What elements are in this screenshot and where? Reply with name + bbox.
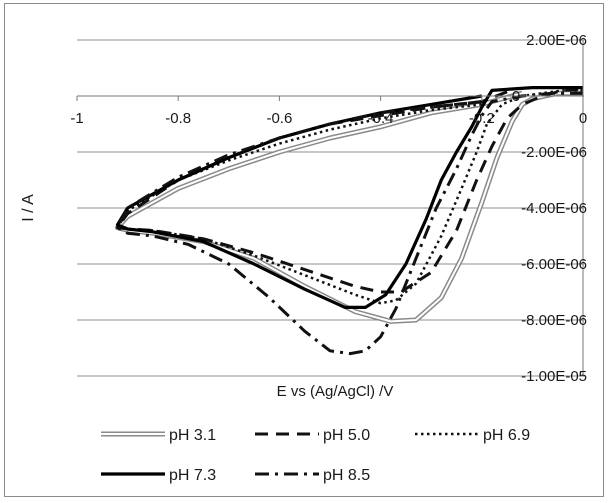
x-tick-label: 0 [579,110,587,127]
legend-item: pH 8.5 [255,467,370,484]
y-tick-label: -4.00E-06 [521,200,587,217]
legend-label: pH 6.9 [483,427,530,444]
y-tick-label: 2.00E-06 [526,32,587,49]
legend: pH 3.1 pH 5.0 pH 6.9 pH 7.3 pH 8.5 [101,427,530,484]
legend-item: pH 7.3 [101,467,216,484]
series-line [116,89,583,305]
series-line-inner [116,92,583,323]
chart-svg: 2.00E-06 0 -2.00E-06 -4.00E-06 -6.00E-06 -8.0… [20,32,587,484]
tick-labels: 2.00E-06 0 -2.00E-06 -4.00E-06 -6.00E-06 -8.0… [70,32,587,385]
gridlines [77,39,583,377]
y-tick-label: -8.00E-06 [521,312,587,329]
series-line [115,90,583,324]
legend-label: pH 8.5 [323,467,370,484]
y-tick-label: 0 [512,88,520,105]
legend-label: pH 3.1 [169,427,216,444]
x-tick-label: -0.4 [368,110,394,127]
x-tick-label: -0.6 [266,110,292,127]
legend-label: pH 5.0 [323,427,370,444]
legend-item: pH 3.1 [101,427,216,444]
axes [76,39,584,377]
x-tick-label: -1 [70,110,83,127]
x-axis-label: E vs (Ag/AgCl) /V [277,383,394,400]
series-line [116,91,583,356]
legend-item: pH 6.9 [415,427,530,444]
legend-item: pH 5.0 [255,427,370,444]
y-axis-label: I / A [20,194,37,222]
x-tick-label: -0.8 [165,110,191,127]
x-tick-label: -0.2 [469,110,495,127]
legend-label: pH 7.3 [169,467,216,484]
y-tick-label: -6.00E-06 [521,256,587,273]
y-tick-label: -2.00E-06 [521,144,587,161]
series-lines [115,86,584,356]
y-tick-label: -1.00E-05 [521,368,587,385]
chart-area: 2.00E-06 0 -2.00E-06 -4.00E-06 -6.00E-06 -8.0… [4,3,604,497]
